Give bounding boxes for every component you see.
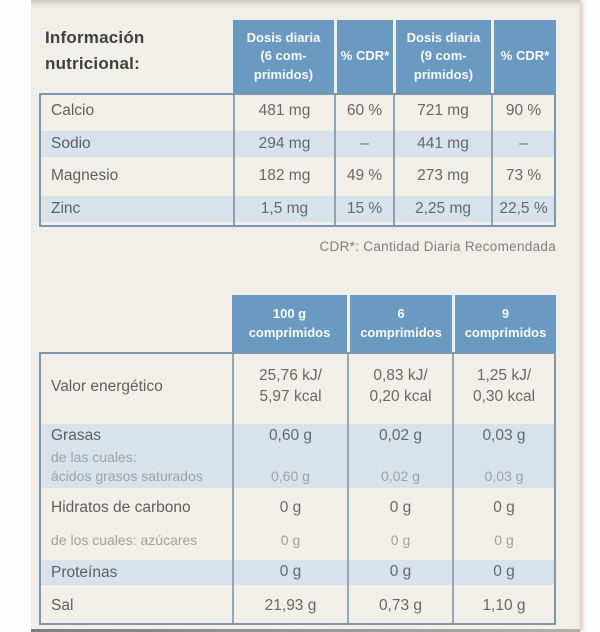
grasas-100g-main: 0,60 g	[268, 427, 313, 444]
row-grasas-9comp: 0,03 g 0,03 g	[452, 420, 554, 492]
row-valor-9comp: 1,25 kJ/ 0,30 kcal	[452, 354, 554, 420]
table1-row-sodio-label: Sodio	[41, 127, 233, 160]
row-hidratos-9comp: 0 g 0 g	[452, 492, 554, 556]
table2-row-valor-energetico: Valor energético 25,76 kJ/ 5,97 kcal 0,8…	[41, 354, 554, 420]
row-proteinas-9comp: 0 g	[452, 556, 554, 589]
row-sal-100g: 21,93 g	[232, 589, 347, 623]
hidratos-9comp-sub: 0 g	[494, 532, 514, 549]
row-sal-6comp: 0,73 g	[347, 589, 452, 623]
table2-header-9comp: 9 comprimidos	[452, 295, 556, 352]
table1-header-cdr-6: % CDR*	[334, 20, 393, 93]
row-hidratos-100g: 0 g 0 g	[232, 492, 347, 556]
table2-row-hidratos: Hidratos de carbono de los cuales: azúca…	[41, 492, 554, 556]
row-hidratos-label: Hidratos de carbono de los cuales: azúca…	[41, 492, 232, 556]
hidratos-100g-sub: 0 g	[280, 532, 301, 549]
table1-row-sodio-dose6: 294 mg	[233, 127, 334, 160]
table1-row-calcio-dose6: 481 mg	[233, 95, 334, 128]
table2-row-sal: Sal 21,93 g 0,73 g 1,10 g	[41, 589, 554, 623]
row-sal-label: Sal	[51, 597, 74, 614]
table1-title: Información nutricional:	[45, 28, 145, 73]
hidratos-main-label: Hidratos de carbono	[51, 499, 191, 516]
hidratos-6comp-main: 0 g	[389, 499, 412, 516]
row-grasas-6comp: 0,02 g 0,02 g	[347, 420, 452, 492]
row-proteinas-100g: 0 g	[232, 556, 347, 589]
table1-row-magnesio-cdr9: 73 %	[491, 160, 554, 193]
table1-header-dosis-9: Dosis diaria (9 com- primidos)	[393, 20, 491, 93]
table2-body: Valor energético 25,76 kJ/ 5,97 kcal 0,8…	[39, 352, 556, 625]
table2-row-grasas: Grasas de las cuales: ácidos grasos satu…	[41, 420, 554, 492]
row-proteinas-6comp: 0 g	[347, 556, 452, 589]
table1-row-magnesio-dose6: 182 mg	[233, 160, 334, 193]
table1-row-magnesio-dose9: 273 mg	[393, 160, 491, 193]
row-sal-9comp: 1,10 g	[452, 589, 554, 623]
table1-header: Dosis diaria (6 com- primidos) % CDR* Do…	[39, 20, 556, 93]
table1-header-spacer	[39, 20, 233, 93]
grasas-6comp-sub: 0,02 g	[381, 468, 420, 485]
hidratos-6comp-sub: 0 g	[390, 532, 411, 549]
table1-row-sodio-cdr9: –	[491, 127, 554, 160]
row-hidratos-6comp: 0 g 0 g	[347, 492, 452, 556]
table1-row-zinc-label: Zinc	[41, 192, 233, 225]
row-valor-100g: 25,76 kJ/ 5,97 kcal	[232, 354, 347, 420]
table1-row-magnesio-label: Magnesio	[51, 167, 119, 185]
table1-row-magnesio-cdr6: 49 %	[334, 160, 393, 193]
table1-row-zinc-cdr6: 15 %	[334, 192, 393, 225]
table1-row-zinc-dose6: 1,5 mg	[233, 192, 334, 225]
table2-header-100g: 100 g comprimidos	[232, 295, 347, 352]
table2-header-6comp: 6 comprimidos	[347, 295, 452, 352]
table1-body: Calcio 481 mg 60 % 721 mg 90 % Sodio 294…	[39, 93, 556, 227]
table1-row-calcio-cdr9: 90 %	[491, 95, 554, 128]
grasas-main-label: Grasas	[51, 427, 101, 444]
table1-row-zinc-dose9: 2,25 mg	[393, 192, 491, 225]
hidratos-sub-label: de los cuales: azúcares	[51, 532, 198, 549]
row-valor-label: Valor energético	[51, 378, 163, 395]
table2-header-spacer	[39, 295, 232, 352]
table1-header-cdr-9: % CDR*	[491, 20, 556, 93]
table1-row-calcio-dose9: 721 mg	[393, 95, 491, 128]
cdr-footnote: CDR*: Cantidad Diaria Recomendada	[319, 239, 556, 254]
table1-row-sodio-dose9: 441 mg	[393, 127, 491, 160]
grasas-100g-sub: 0,60 g	[271, 468, 310, 485]
table2-header: 100 g comprimidos 6 comprimidos 9 compri…	[39, 295, 556, 352]
hidratos-100g-main: 0 g	[279, 499, 302, 516]
hidratos-9comp-main: 0 g	[493, 499, 515, 516]
nutrition-label: Información nutricional: Dosis diaria (6…	[31, 0, 580, 632]
grasas-sub-label: de las cuales: ácidos grasos saturados	[51, 449, 203, 485]
row-grasas-label: Grasas de las cuales: ácidos grasos satu…	[41, 420, 232, 492]
grasas-9comp-main: 0,03 g	[482, 427, 526, 444]
table1-row-calcio-label: Calcio	[51, 102, 95, 120]
table2-row-proteinas: Proteínas 0 g 0 g 0 g	[41, 556, 554, 589]
grasas-9comp-sub: 0,03 g	[484, 468, 524, 485]
table1-header-dosis-6: Dosis diaria (6 com- primidos)	[233, 20, 334, 93]
table1-row-calcio-cdr6: 60 %	[334, 95, 393, 128]
table1-row-sodio-cdr6: –	[334, 127, 393, 160]
grasas-6comp-main: 0,02 g	[378, 427, 423, 444]
row-grasas-100g: 0,60 g 0,60 g	[232, 420, 347, 492]
table1-row-zinc-cdr9: 22,5 %	[491, 192, 554, 225]
row-valor-6comp: 0,83 kJ/ 0,20 kcal	[347, 354, 452, 420]
photo-bottom-edge	[31, 629, 580, 632]
row-proteinas-label: Proteínas	[51, 563, 118, 581]
